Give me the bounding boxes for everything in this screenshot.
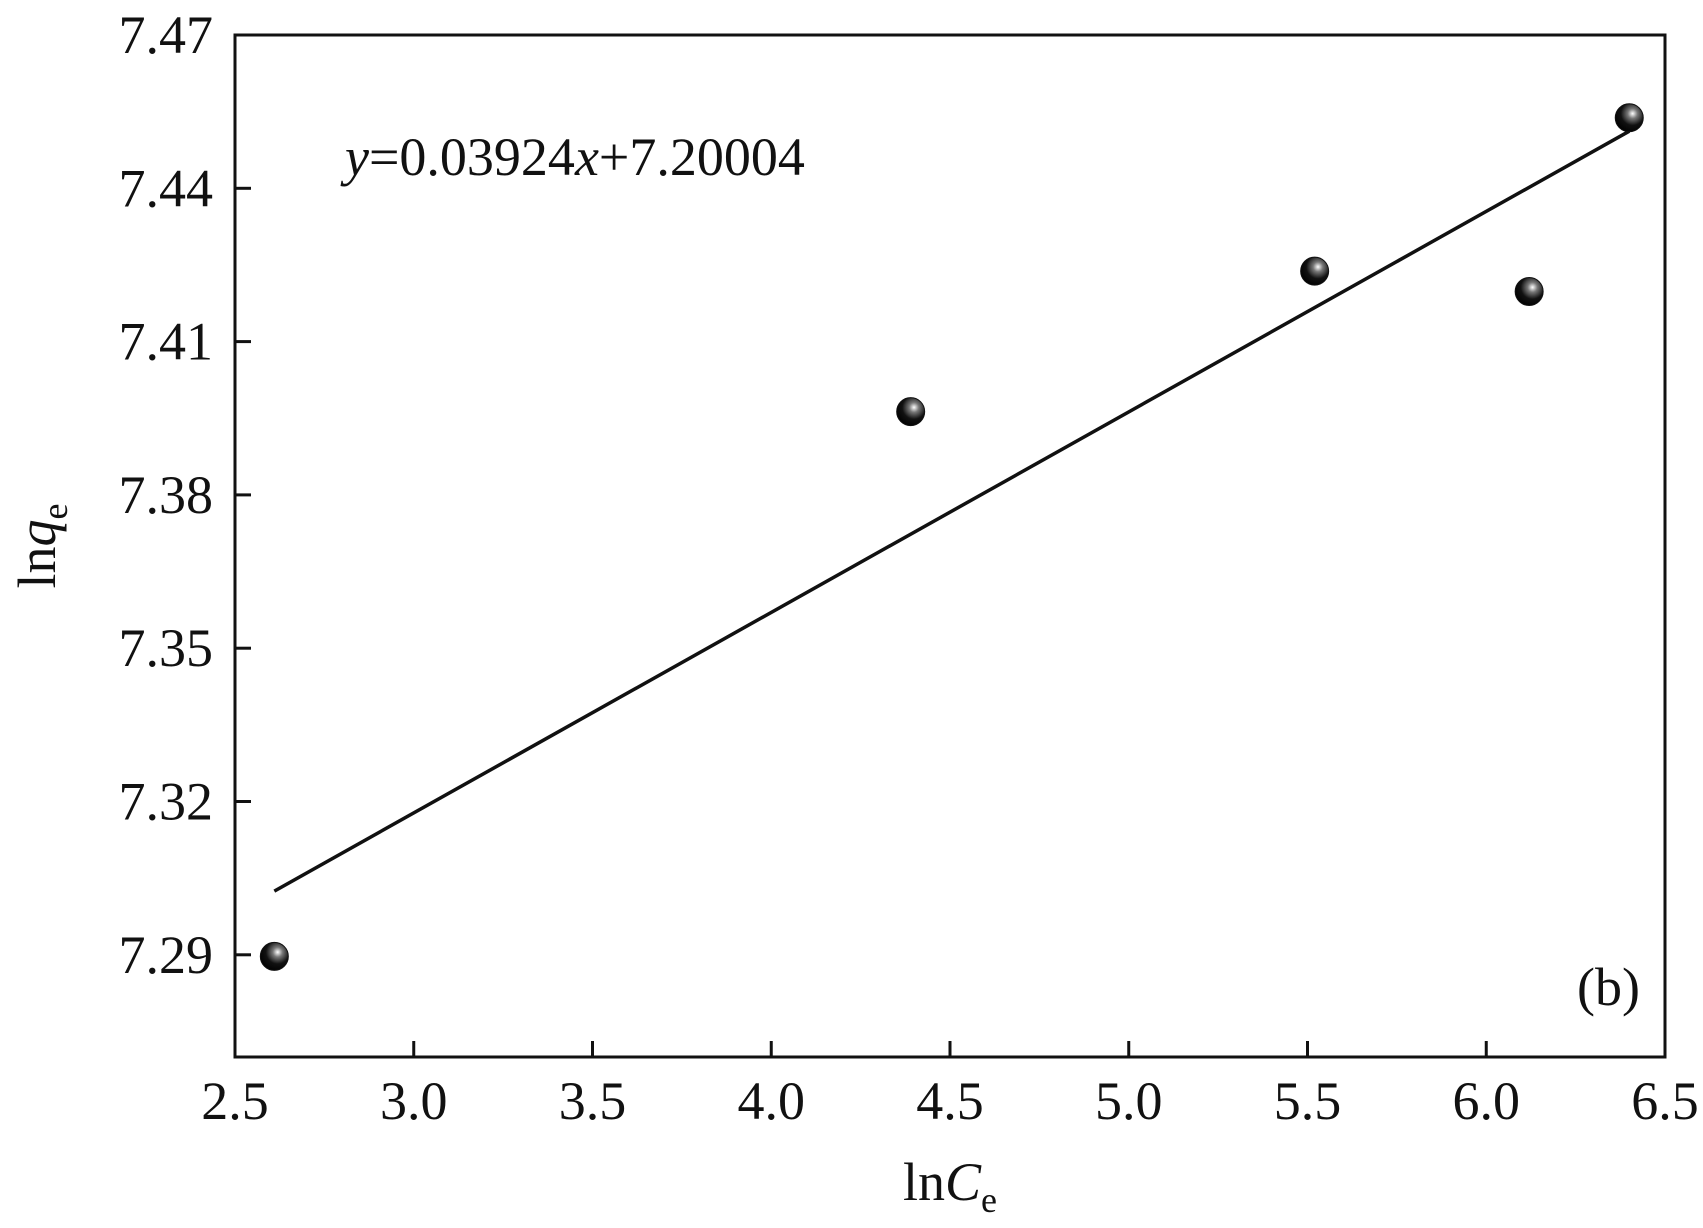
data-point bbox=[896, 397, 926, 427]
x-tick-label: 2.5 bbox=[201, 1071, 269, 1131]
y-label-part: q bbox=[7, 519, 67, 546]
annotation-part: =0.03924 bbox=[369, 127, 575, 187]
x-tick-label: 6.0 bbox=[1453, 1071, 1521, 1131]
y-tick-label: 7.32 bbox=[119, 772, 214, 832]
y-tick-label: 7.29 bbox=[119, 925, 214, 985]
plot-frame bbox=[233, 33, 1667, 1059]
y-tick-label: 7.38 bbox=[119, 465, 214, 525]
data-point bbox=[1614, 103, 1644, 133]
y-label-part: ln bbox=[7, 546, 67, 588]
x-axis-label: lnCe bbox=[903, 1152, 997, 1220]
x-tick-label: 5.0 bbox=[1095, 1071, 1163, 1131]
y-axis-label: lnqe bbox=[7, 504, 75, 589]
y-tick-label: 7.44 bbox=[119, 158, 214, 218]
x-tick-label: 3.0 bbox=[380, 1071, 448, 1131]
fit-line bbox=[273, 129, 1631, 893]
data-point bbox=[259, 941, 289, 971]
x-label-part: C bbox=[945, 1152, 982, 1212]
x-label-part: ln bbox=[903, 1152, 945, 1212]
annotation-part: x bbox=[574, 127, 599, 187]
y-tick-label: 7.35 bbox=[119, 618, 214, 678]
x-tick-label: 3.5 bbox=[559, 1071, 627, 1131]
panel-label: (b) bbox=[1577, 957, 1640, 1017]
y-tick-label: 7.47 bbox=[119, 5, 214, 65]
x-label-part: e bbox=[981, 1180, 997, 1220]
x-tick-label: 6.5 bbox=[1631, 1071, 1699, 1131]
data-point bbox=[1300, 256, 1330, 286]
annotation-part: y bbox=[340, 127, 369, 187]
y-tick-label: 7.41 bbox=[119, 312, 214, 372]
x-tick-label: 4.0 bbox=[738, 1071, 806, 1131]
annotation-part: +7.20004 bbox=[599, 127, 805, 187]
y-label-part: e bbox=[35, 504, 75, 520]
data-point bbox=[1514, 277, 1544, 307]
x-tick-label: 5.5 bbox=[1274, 1071, 1342, 1131]
x-tick-label: 4.5 bbox=[916, 1071, 984, 1131]
annotation: y=0.03924x+7.20004 bbox=[340, 127, 805, 187]
